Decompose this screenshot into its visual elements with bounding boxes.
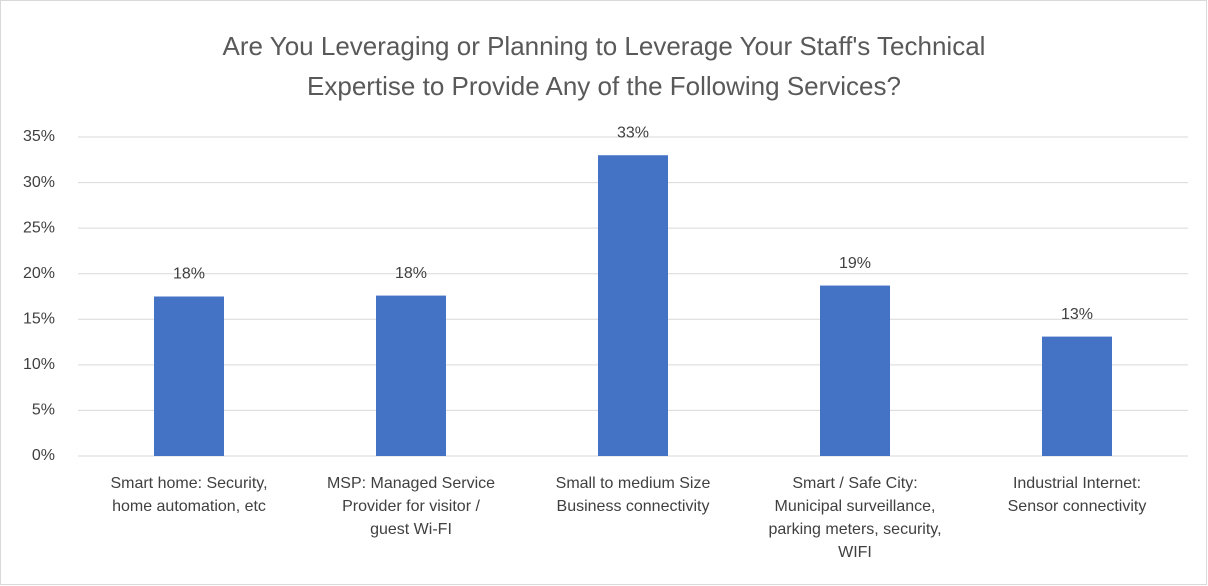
y-tick-label: 35% xyxy=(23,128,55,145)
data-label: 13% xyxy=(1061,306,1093,323)
x-tick-label: Smart home: Security, home automation, et… xyxy=(110,475,267,515)
x-tick-label: MSP: Managed Service Provider for visitor… xyxy=(327,475,495,538)
y-tick-label: 25% xyxy=(23,219,55,236)
bar xyxy=(598,155,668,456)
y-tick-label: 10% xyxy=(23,356,55,373)
x-tick-label: Small to medium Size Business connectivit… xyxy=(556,475,711,515)
x-tick-label: Industrial Internet: Sensor connectivity xyxy=(1008,475,1147,515)
data-label: 18% xyxy=(173,266,205,283)
data-label: 33% xyxy=(617,124,649,141)
x-tick-label: Smart / Safe City: Municipal surveillance… xyxy=(768,475,941,561)
chart-title: Are You Leveraging or Planning to Levera… xyxy=(223,31,986,101)
y-tick-label: 20% xyxy=(23,265,55,282)
bar xyxy=(376,295,446,456)
data-label: 19% xyxy=(839,255,871,272)
y-tick-label: 30% xyxy=(23,174,55,191)
y-tick-label: 0% xyxy=(32,447,55,464)
y-tick-label: 5% xyxy=(32,402,55,419)
bar xyxy=(1042,336,1112,456)
y-tick-label: 15% xyxy=(23,311,55,328)
bar xyxy=(154,296,224,456)
data-label: 18% xyxy=(395,265,427,282)
bar xyxy=(820,285,890,456)
